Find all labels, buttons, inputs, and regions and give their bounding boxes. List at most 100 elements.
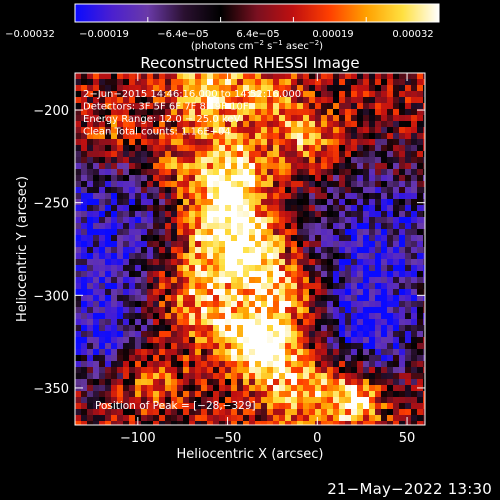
heatmap-cell — [75, 169, 81, 175]
heatmap-cell — [87, 271, 93, 277]
heatmap-cell — [417, 379, 423, 385]
heatmap-cell — [213, 307, 219, 313]
heatmap-cell — [381, 193, 387, 199]
heatmap-cell — [303, 235, 309, 241]
heatmap-cell — [189, 79, 195, 85]
heatmap-cell — [345, 145, 351, 151]
heatmap-cell — [297, 379, 303, 385]
heatmap-cell — [129, 259, 135, 265]
heatmap-cell — [363, 235, 369, 241]
heatmap-cell — [291, 349, 297, 355]
heatmap-cell — [285, 349, 291, 355]
heatmap-cell — [219, 91, 225, 97]
heatmap-cell — [93, 295, 99, 301]
heatmap-cell — [117, 409, 123, 415]
heatmap-cell — [183, 217, 189, 223]
heatmap-cell — [141, 127, 147, 133]
heatmap-cell — [123, 265, 129, 271]
heatmap-cell — [369, 241, 375, 247]
heatmap-cell — [183, 307, 189, 313]
heatmap-cell — [261, 73, 267, 79]
heatmap-cell — [351, 391, 357, 397]
heatmap-cell — [237, 241, 243, 247]
heatmap-cell — [399, 91, 405, 97]
heatmap-cell — [219, 283, 225, 289]
heatmap-cell — [381, 313, 387, 319]
heatmap-cell — [195, 85, 201, 91]
heatmap-cell — [243, 121, 249, 127]
heatmap-cell — [399, 361, 405, 367]
heatmap-cell — [357, 343, 363, 349]
heatmap-cell — [213, 355, 219, 361]
heatmap-cell — [171, 277, 177, 283]
heatmap-cell — [285, 235, 291, 241]
heatmap-cell — [237, 139, 243, 145]
heatmap-cell — [219, 253, 225, 259]
heatmap-cell — [135, 289, 141, 295]
heatmap-cell — [123, 223, 129, 229]
heatmap-cell — [99, 223, 105, 229]
heatmap-cell — [285, 187, 291, 193]
heatmap-cell — [123, 355, 129, 361]
heatmap-cell — [93, 145, 99, 151]
heatmap-cell — [243, 361, 249, 367]
heatmap-cell — [297, 181, 303, 187]
heatmap-cell — [327, 79, 333, 85]
heatmap-cell — [219, 403, 225, 409]
heatmap-cell — [93, 385, 99, 391]
heatmap-cell — [129, 403, 135, 409]
heatmap-cell — [339, 271, 345, 277]
heatmap-cell — [363, 313, 369, 319]
heatmap-cell — [285, 139, 291, 145]
heatmap-cell — [231, 421, 237, 425]
heatmap-cell — [117, 295, 123, 301]
heatmap-cell — [345, 307, 351, 313]
heatmap-cell — [117, 235, 123, 241]
heatmap-cell — [111, 211, 117, 217]
colorbar-units: (photons cm−2 s−1 asec−2) — [191, 39, 323, 52]
heatmap-cell — [381, 229, 387, 235]
heatmap-cell — [267, 217, 273, 223]
heatmap-cell — [393, 307, 399, 313]
heatmap-cell — [279, 253, 285, 259]
heatmap-cell — [345, 367, 351, 373]
y-tick-label: −350 — [33, 382, 69, 397]
heatmap-cell — [189, 415, 195, 421]
heatmap-cell — [207, 271, 213, 277]
heatmap-cell — [135, 265, 141, 271]
heatmap-cell — [273, 373, 279, 379]
heatmap-cell — [147, 373, 153, 379]
heatmap-cell — [327, 115, 333, 121]
heatmap-cell — [423, 247, 425, 253]
heatmap-cell — [141, 211, 147, 217]
heatmap-cell — [291, 301, 297, 307]
heatmap-cell — [171, 325, 177, 331]
heatmap-cell — [255, 361, 261, 367]
heatmap-cell — [267, 397, 273, 403]
heatmap-cell — [309, 235, 315, 241]
heatmap-cell — [423, 85, 425, 91]
heatmap-cell — [135, 397, 141, 403]
heatmap-cell — [321, 217, 327, 223]
heatmap-cell — [333, 355, 339, 361]
heatmap-cell — [195, 271, 201, 277]
heatmap-cell — [411, 343, 417, 349]
heatmap-cell — [273, 271, 279, 277]
heatmap-cell — [165, 289, 171, 295]
heatmap-cell — [273, 379, 279, 385]
heatmap-cell — [291, 133, 297, 139]
heatmap-cell — [399, 151, 405, 157]
heatmap-cell — [273, 163, 279, 169]
heatmap-cell — [111, 409, 117, 415]
heatmap-cell — [213, 325, 219, 331]
heatmap-cell — [105, 211, 111, 217]
heatmap-cell — [315, 409, 321, 415]
heatmap-cell — [75, 283, 81, 289]
heatmap-cell — [285, 115, 291, 121]
heatmap-cell — [387, 79, 393, 85]
heatmap-cell — [423, 301, 425, 307]
heatmap-cell — [171, 145, 177, 151]
y-axis-label: Heliocentric Y (arcsec) — [15, 176, 30, 322]
heatmap-cell — [285, 241, 291, 247]
heatmap-cell — [357, 253, 363, 259]
